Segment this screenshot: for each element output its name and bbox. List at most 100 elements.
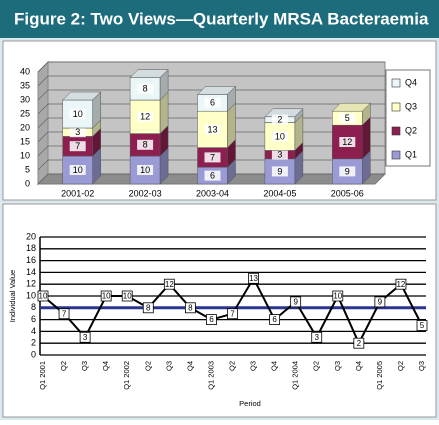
bar-side — [362, 102, 371, 126]
legend-swatch — [391, 126, 401, 136]
value-label: 8 — [188, 303, 193, 312]
value-label-box — [100, 290, 112, 302]
value-label: 5 — [345, 113, 350, 123]
value-label: 9 — [293, 298, 298, 307]
legend-label: Q4 — [405, 77, 417, 87]
y-tick-label: 10 — [20, 150, 30, 160]
y-tick-label: 40 — [20, 66, 30, 76]
value-label-box — [69, 109, 86, 119]
y-tick-label: 20 — [26, 231, 36, 241]
value-label: 9 — [345, 166, 350, 176]
value-label-box — [137, 139, 154, 150]
value-label-box — [137, 111, 154, 122]
x-tick-label: Q2 — [59, 361, 68, 371]
value-label-box — [395, 278, 407, 290]
value-label-box — [416, 320, 428, 331]
value-label: 7 — [210, 152, 215, 162]
value-label: 12 — [396, 280, 405, 289]
y-tick-label: 35 — [20, 80, 30, 90]
x-tick-label: Q4 — [101, 361, 110, 371]
value-label: 6 — [209, 315, 214, 324]
value-label-box — [184, 302, 196, 314]
value-label: 12 — [165, 280, 174, 289]
x-tick-label: Q3 — [164, 361, 173, 371]
value-label: 10 — [73, 109, 83, 119]
value-label-box — [79, 331, 91, 343]
x-tick-label: 2003-04 — [196, 188, 229, 198]
value-label-box — [204, 152, 221, 163]
value-label: 12 — [342, 137, 352, 147]
y-tick-label: 4 — [31, 326, 36, 336]
x-tick-label: Q3 — [333, 361, 342, 371]
value-label: 3 — [83, 333, 88, 342]
x-tick-label: Q2 — [312, 361, 321, 371]
value-label: 6 — [210, 98, 215, 108]
value-label-box — [206, 314, 217, 326]
y-tick-label: 12 — [26, 279, 36, 289]
grid-line — [37, 75, 385, 87]
y-tick-label: 18 — [26, 243, 36, 253]
value-label-box — [69, 127, 86, 138]
bottom-panel — [2, 203, 437, 418]
x-tick-label: Q1 2002 — [122, 361, 131, 390]
x-tick-label: Q1 2001 — [38, 361, 47, 390]
legend-label: Q3 — [405, 101, 417, 111]
value-label-box — [248, 272, 259, 284]
value-label-box — [269, 314, 281, 326]
value-label-box — [339, 166, 356, 177]
value-label: 10 — [140, 165, 150, 175]
title-bar — [0, 0, 439, 38]
value-label-box — [163, 278, 175, 290]
value-label: 10 — [39, 292, 48, 301]
y-tick-label: 10 — [26, 290, 36, 300]
value-label-box — [142, 302, 154, 314]
x-tick-label: 2005-06 — [331, 188, 364, 198]
x-tick-label: Q3 — [80, 361, 89, 371]
bar-segment: 8 — [129, 68, 169, 101]
y-tick-label: 25 — [20, 108, 30, 118]
value-label: 12 — [140, 112, 150, 122]
x-tick-label: Q2 — [227, 361, 236, 371]
value-label-box — [332, 290, 344, 302]
value-label: 7 — [75, 141, 80, 151]
value-label-box — [290, 296, 302, 308]
value-label-box — [37, 290, 49, 302]
x-axis-label: Period — [239, 399, 261, 408]
bar-side — [294, 108, 304, 124]
y-tick-label: 6 — [31, 314, 36, 324]
value-label-box — [374, 296, 386, 308]
value-label: 8 — [143, 140, 148, 150]
value-label-box — [271, 114, 288, 125]
value-label: 6 — [210, 170, 215, 180]
grid-line — [37, 89, 385, 101]
bar-segment: 10 — [62, 91, 102, 129]
value-label-box — [204, 124, 221, 135]
value-label: 2 — [357, 339, 362, 348]
value-label: 10 — [275, 131, 285, 141]
y-tick-label: 5 — [25, 164, 30, 174]
value-label-box — [339, 113, 356, 124]
value-label-box — [271, 149, 288, 160]
y-tick-label: 15 — [20, 136, 30, 146]
bar-side — [159, 68, 169, 101]
value-label-box — [204, 170, 221, 181]
value-label: 7 — [230, 309, 235, 318]
value-label: 2 — [277, 114, 282, 124]
y-tick-label: 14 — [26, 267, 36, 277]
x-tick-label: Q4 — [354, 361, 363, 371]
y-tick-label: 16 — [26, 255, 36, 265]
y-tick-label: 0 — [31, 349, 36, 359]
x-tick-label: 2004-05 — [263, 188, 296, 198]
x-tick-label: Q4 — [270, 361, 279, 371]
y-tick-label: 2 — [31, 338, 36, 348]
bar-side — [92, 91, 101, 129]
value-label-box — [69, 141, 86, 152]
value-label: 10 — [102, 292, 111, 301]
value-label: 13 — [207, 124, 217, 134]
bar-segment: 6 — [196, 85, 237, 112]
value-label-box — [204, 97, 221, 108]
legend-label: Q1 — [405, 149, 417, 159]
x-tick-label: Q2 — [396, 361, 405, 371]
value-label: 9 — [277, 166, 282, 176]
